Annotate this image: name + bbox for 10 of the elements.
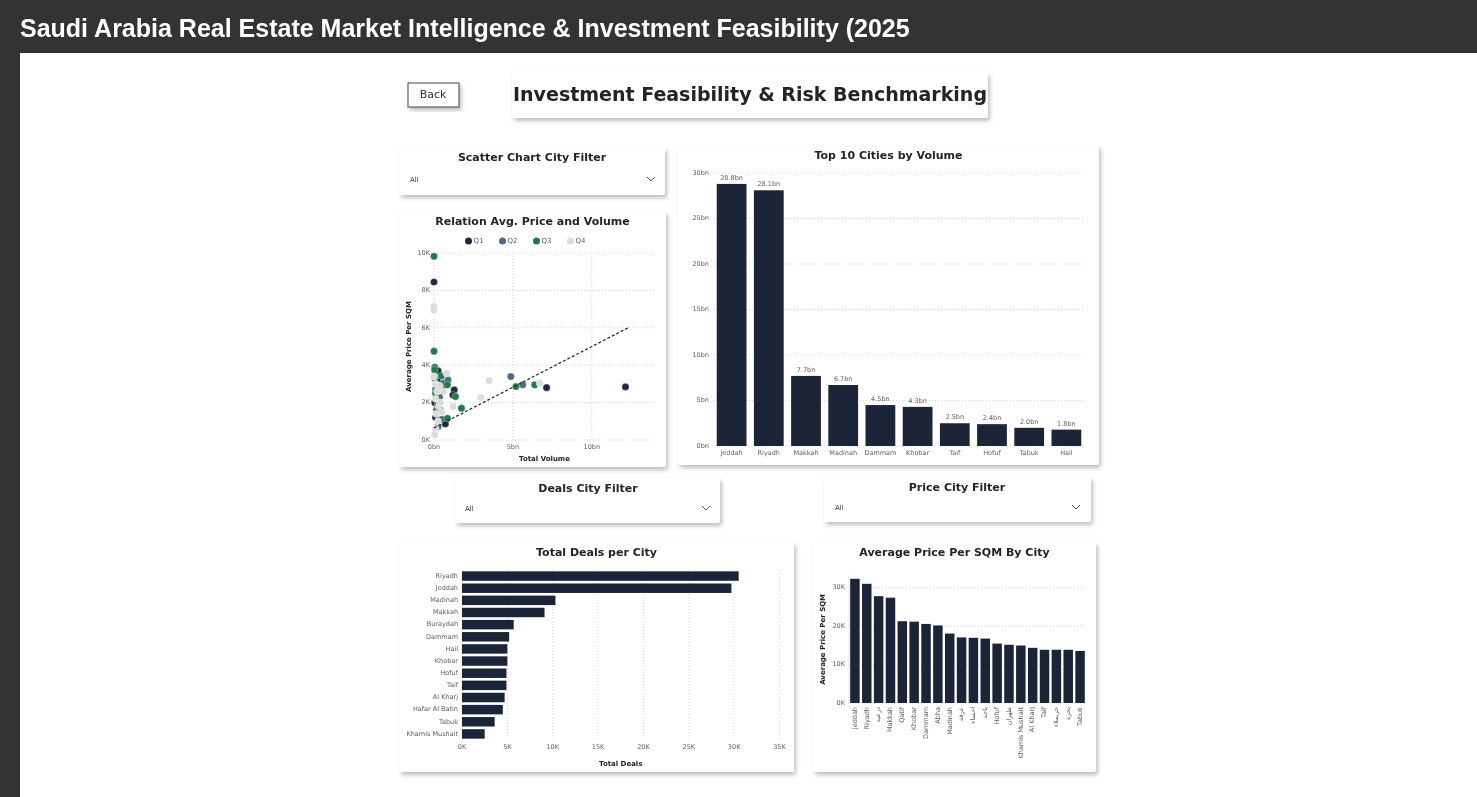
text: Back: [419, 88, 447, 101]
text: Investment Feasibility & Risk Benchmarking: [513, 82, 987, 105]
chart-title: Average Price Per SQM By City: [859, 546, 1050, 559]
chart-title: Total Deals per City: [536, 546, 657, 559]
text: Scatter Chart City Filter: [457, 151, 607, 164]
text: Saudi Arabia Real Estate Market Intelligence & Investment Feasibility (2025: [20, 13, 910, 42]
chart-title: Relation Avg. Price and Volume: [435, 215, 630, 228]
chart-title: Top 10 Cities by Volume: [814, 149, 963, 162]
text: Deals City Filter: [538, 482, 639, 495]
text: Price City Filter: [908, 481, 1006, 494]
